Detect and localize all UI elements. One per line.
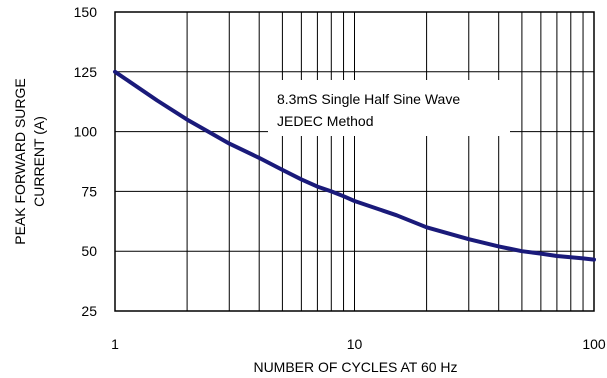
y-axis-label-line-2: CURRENT (A) — [31, 116, 47, 207]
tick-labels: 25 50 75 100 125 150 1 10 100 — [74, 4, 606, 352]
y-tick-label: 25 — [81, 303, 97, 319]
y-axis-label-line-1: PEAK FORWARD SURGE — [12, 78, 28, 244]
x-tick-label: 100 — [582, 336, 606, 352]
plot-frame — [114, 11, 595, 312]
annotation-line-1: 8.3mS Single Half Sine Wave — [277, 91, 460, 107]
annotation: 8.3mS Single Half Sine Wave JEDEC Method — [268, 80, 510, 136]
grid — [114, 11, 595, 312]
y-tick-label: 150 — [74, 4, 98, 20]
surge-current-line — [113, 69, 596, 262]
x-tick-label: 1 — [111, 336, 119, 352]
y-tick-label: 75 — [81, 183, 97, 199]
y-tick-label: 125 — [74, 64, 98, 80]
annotation-background — [268, 80, 510, 136]
y-tick-label: 100 — [74, 124, 98, 140]
x-tick-label: 10 — [347, 336, 363, 352]
series-group — [113, 69, 596, 262]
y-axis-label: PEAK FORWARD SURGE CURRENT (A) — [12, 78, 47, 244]
x-axis-label: NUMBER OF CYCLES AT 60 Hz — [253, 359, 457, 375]
annotation-line-2: JEDEC Method — [277, 113, 373, 129]
y-tick-label: 50 — [81, 243, 97, 259]
